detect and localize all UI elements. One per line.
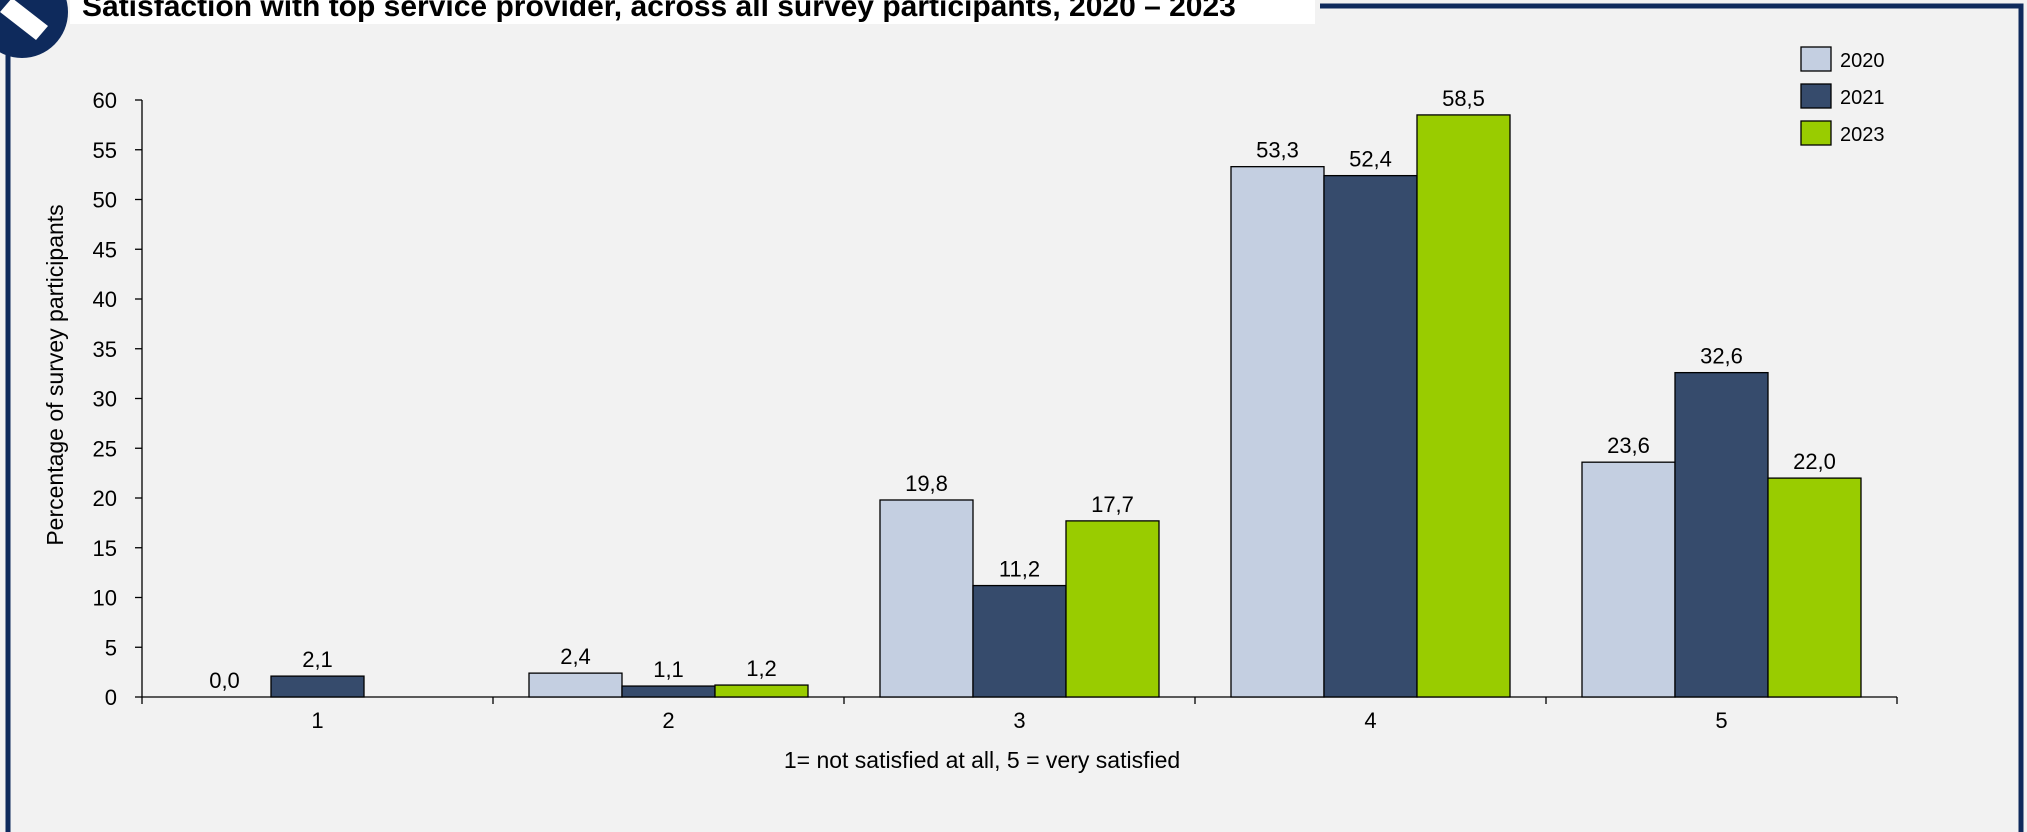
y-axis: 0 5 10 15 20 25 30 35 40 45 50 55 60 [93, 88, 143, 710]
data-label-2023-4: 58,5 [1442, 86, 1485, 111]
data-label-2023-2: 1,2 [746, 656, 777, 681]
legend-label-2021: 2021 [1840, 87, 1885, 109]
y-tick-label: 20 [93, 486, 117, 511]
y-tick-label: 0 [105, 685, 117, 710]
y-axis-title: Percentage of survey participants [42, 204, 68, 545]
x-tick-label: 2 [662, 708, 674, 733]
data-label-2020-5: 23,6 [1607, 433, 1650, 458]
x-tick-label: 1 [311, 708, 323, 733]
x-axis-title: 1= not satisfied at all, 5 = very satisf… [784, 747, 1180, 773]
legend-swatch-2020 [1800, 46, 1832, 72]
y-tick-label: 30 [93, 387, 117, 412]
data-label-2020-3: 19,8 [905, 471, 948, 496]
y-tick-label: 15 [93, 536, 117, 561]
y-tick-label: 60 [93, 88, 117, 113]
data-label-2021-2: 1,1 [653, 657, 684, 682]
bar-2021-5 [1674, 371, 1769, 698]
data-label-2020-4: 53,3 [1256, 138, 1299, 163]
y-tick-label: 5 [105, 635, 117, 660]
data-labels: 0,0 2,4 19,8 53,3 23,6 2,1 1,1 11,2 52,4 32,6 1,2 1… [209, 86, 1836, 693]
legend-swatch-2021 [1800, 83, 1832, 109]
bar-2023-5 [1767, 477, 1862, 698]
bars [270, 114, 1862, 698]
title-background [70, 0, 1315, 24]
x-tick-label: 4 [1364, 708, 1376, 733]
x-tick-label: 3 [1013, 708, 1025, 733]
bar-2020-3 [879, 499, 974, 698]
y-tick-label: 40 [93, 287, 117, 312]
bar-2020-5 [1581, 461, 1676, 698]
legend-label-2023: 2023 [1840, 124, 1885, 146]
y-tick-label: 25 [93, 436, 117, 461]
data-label-2023-5: 22,0 [1793, 449, 1836, 474]
data-label-2021-4: 52,4 [1349, 147, 1392, 172]
corner-badge-icon [0, 0, 68, 58]
chart-title: Satisfaction with top service provider, … [82, 0, 1236, 23]
bar-2023-3 [1065, 520, 1160, 698]
data-label-2020-1: 0,0 [209, 668, 240, 693]
data-label-2020-2: 2,4 [560, 644, 591, 669]
data-label-2021-1: 2,1 [302, 647, 333, 672]
y-tick-label: 55 [93, 138, 117, 163]
bar-2020-2 [528, 672, 623, 698]
data-label-2023-3: 17,7 [1091, 492, 1134, 517]
chart-border [5, 3, 2024, 832]
y-tick-label: 50 [93, 188, 117, 213]
data-label-2021-5: 32,6 [1700, 344, 1743, 369]
data-label-2021-3: 11,2 [999, 557, 1040, 582]
x-tick-label: 5 [1715, 708, 1727, 733]
bar-2020-4 [1230, 166, 1325, 698]
bar-2023-2 [714, 684, 809, 698]
legend-label-2020: 2020 [1840, 50, 1885, 72]
legend-swatch-2023 [1800, 120, 1832, 146]
bar-2023-4 [1416, 114, 1511, 698]
bar-2021-4 [1323, 174, 1418, 698]
bar-2021-1 [270, 675, 365, 698]
legend: 2020 2021 2023 [1800, 46, 1885, 146]
y-tick-label: 45 [93, 237, 117, 262]
y-tick-label: 35 [93, 337, 117, 362]
bar-2021-2 [621, 685, 716, 698]
y-tick-label: 10 [93, 586, 117, 611]
bar-2021-3 [972, 584, 1067, 698]
